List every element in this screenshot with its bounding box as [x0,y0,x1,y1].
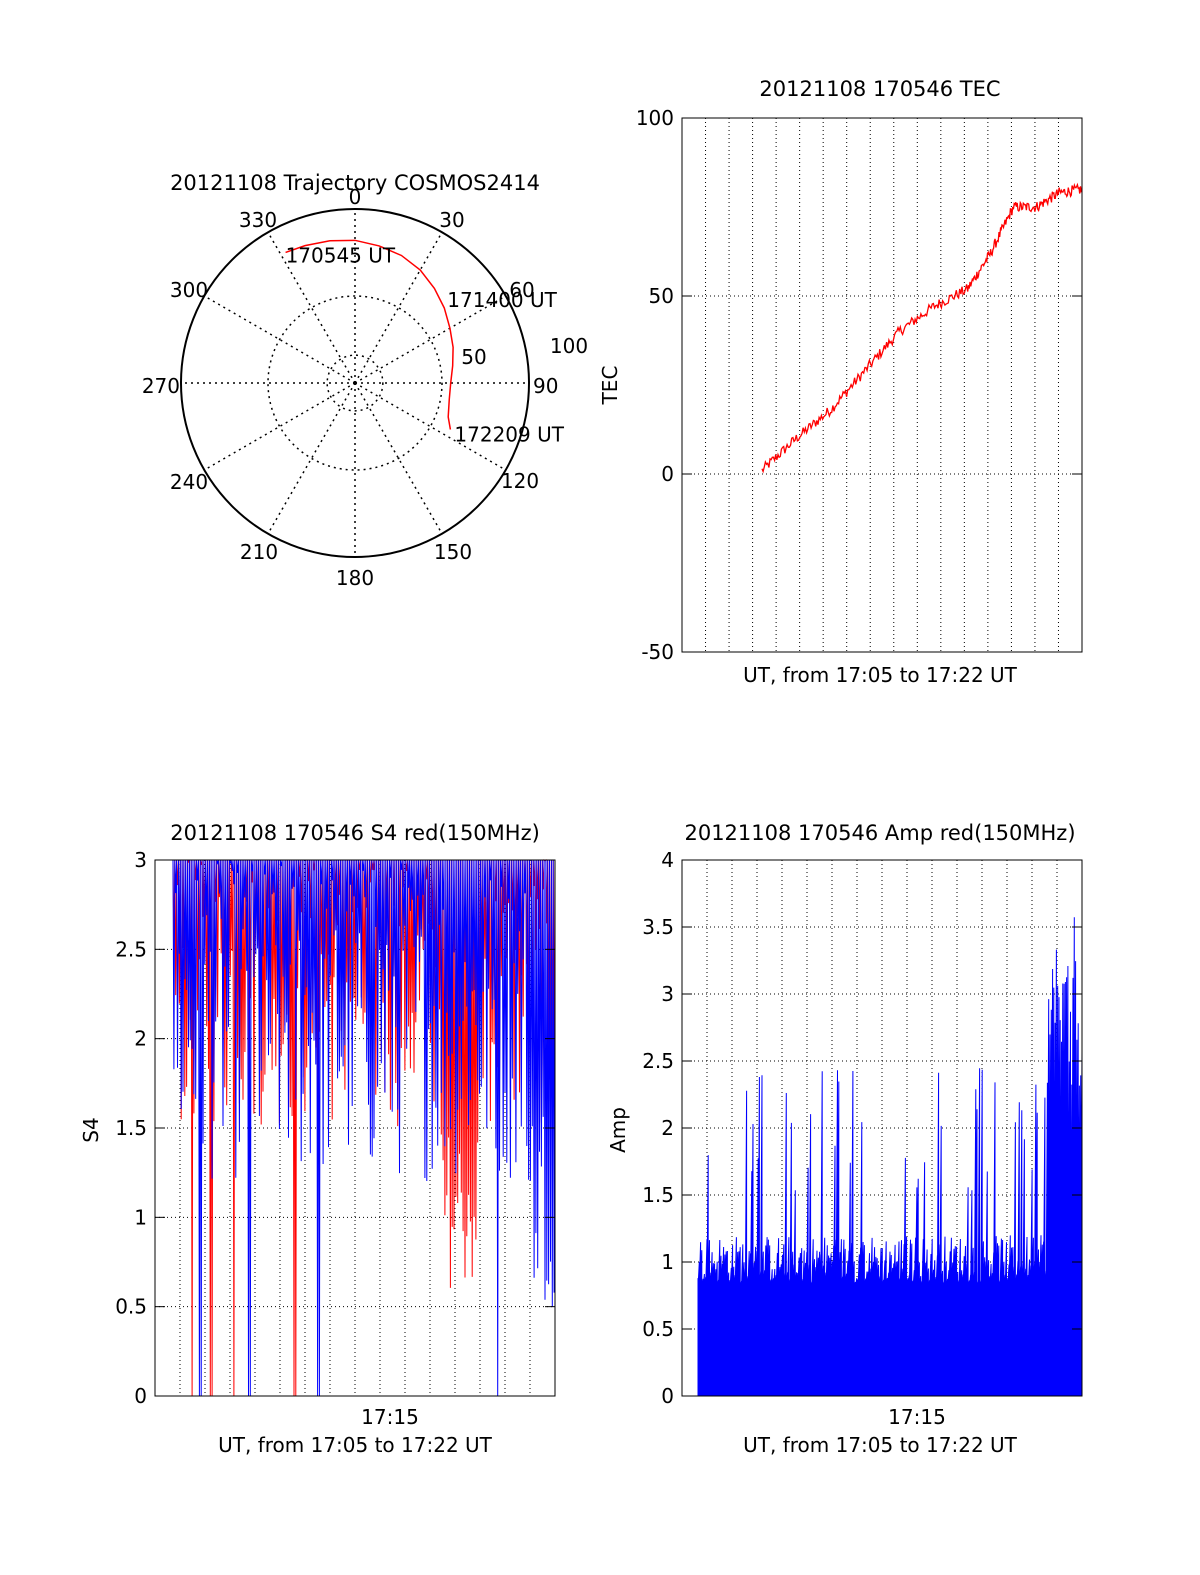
s4-ytick-label: 1 [134,1205,147,1229]
amp-title: 20121108 170546 Amp red(150MHz) [684,821,1075,845]
amp-ytick-label: 0 [661,1384,674,1408]
polar-angle-label: 60 [509,278,534,302]
polar-spoke-60 [354,295,507,384]
amp-ytick-label: 2 [661,1116,674,1140]
s4-title: 20121108 170546 S4 red(150MHz) [170,821,540,845]
amp-ytick-label: 3.5 [642,915,674,939]
tec-title: 20121108 170546 TEC [759,77,1000,101]
tec-ylabel: TEC [598,366,622,406]
trajectory-annotation: 171400 UT [447,288,557,312]
s4-ytick-label: 0.5 [115,1295,147,1319]
s4-xlabel: UT, from 17:05 to 17:22 UT [218,1433,493,1457]
trajectory-line [285,239,454,430]
trajectory-annotation: 172209 UT [454,423,564,447]
s4-y-ticks: 0 0.5 1 1.5 2 2.5 3 [115,848,555,1408]
amp-ylabel: Amp [606,1107,630,1153]
trajectory-panel: 20121108 Trajectory COSMOS2414 0 30 60 90 12… [142,171,588,590]
polar-ring-50 [267,295,443,471]
polar-angle-label: 180 [336,566,374,590]
s4-ytick-label: 0 [134,1384,147,1408]
amp-ytick-label: 4 [661,848,674,872]
amp-ytick-label: 0.5 [642,1317,674,1341]
polar-radial-label: 50 [461,345,486,369]
amp-series [697,917,1083,1397]
s4-plot-frame [154,859,556,1397]
polar-spoke-210 [267,382,356,535]
amp-ytick-label: 3 [661,982,674,1006]
tec-line [761,182,1083,474]
tec-ytick-label: -50 [641,640,674,664]
polar-spoke-30 [354,231,443,384]
amp-area [697,917,1083,1397]
polar-angle-label: 270 [142,374,180,398]
polar-angle-label: 300 [170,278,208,302]
polar-angle-label: 240 [170,470,208,494]
s4-ytick-label: 2 [134,1027,147,1051]
tec-xlabel: UT, from 17:05 to 17:22 UT [743,663,1018,687]
polar-radial-label: 100 [550,334,588,358]
amp-xlabel: UT, from 17:05 to 17:22 UT [743,1433,1018,1457]
amp-xtick: 17:15 [888,1405,946,1429]
amp-panel: 20121108 170546 Amp red(150MHz) 0 0.5 1 1.5… [606,821,1083,1457]
polar-spoke-300 [203,295,356,384]
polar-angle-label: 120 [501,469,539,493]
s4-panel: 20121108 170546 S4 red(150MHz) 0 0.5 1 1.5 2… [79,821,556,1457]
polar-angle-label: 150 [434,540,472,564]
polar-angle-label: 90 [533,374,558,398]
polar-angle-label: 0 [349,185,362,209]
polar-grid [180,208,530,558]
amp-ytick-label: 1 [661,1250,674,1274]
polar-radial-labels: 50 100 [461,334,588,369]
tec-y-ticks: -50 0 50 100 [636,106,1082,664]
polar-spoke-150 [354,382,443,535]
polar-ring-inner [326,354,384,412]
tec-panel: 20121108 170546 TEC -50 0 50 100 TEC UT, fr… [598,77,1083,687]
polar-spoke-330 [267,231,356,384]
polar-spoke-240 [203,382,356,471]
tec-ytick-label: 0 [661,462,674,486]
trajectory-annotations: 170545 UT 171400 UT 172209 UT [286,243,565,446]
amp-plot-frame [681,859,1083,1397]
tec-series [761,182,1083,474]
trajectory-title: 20121108 Trajectory COSMOS2414 [170,171,540,195]
amp-y-ticks: 0 0.5 1 1.5 2 2.5 3 3.5 4 [642,848,1082,1408]
tec-ytick-label: 50 [649,284,674,308]
s4-ytick-label: 1.5 [115,1116,147,1140]
tec-plot-frame [681,117,1083,653]
polar-angle-label: 30 [439,208,464,232]
s4-ylabel: S4 [79,1117,103,1142]
amp-ytick-label: 2.5 [642,1049,674,1073]
trajectory-series [285,239,454,430]
amp-ytick-label: 1.5 [642,1183,674,1207]
polar-angle-labels: 0 30 60 90 120 150 180 210 240 270 300 330 [142,185,559,590]
s4-ytick-label: 2.5 [115,937,147,961]
polar-angle-label: 210 [240,540,278,564]
polar-angle-label: 330 [239,208,277,232]
s4-ytick-label: 3 [134,848,147,872]
polar-spoke-120 [354,382,507,471]
polar-outer-ring [180,208,530,558]
tec-grid [682,117,1082,653]
tec-ytick-label: 100 [636,106,674,130]
trajectory-annotation: 170545 UT [286,243,396,267]
s4-xtick: 17:15 [361,1405,419,1429]
